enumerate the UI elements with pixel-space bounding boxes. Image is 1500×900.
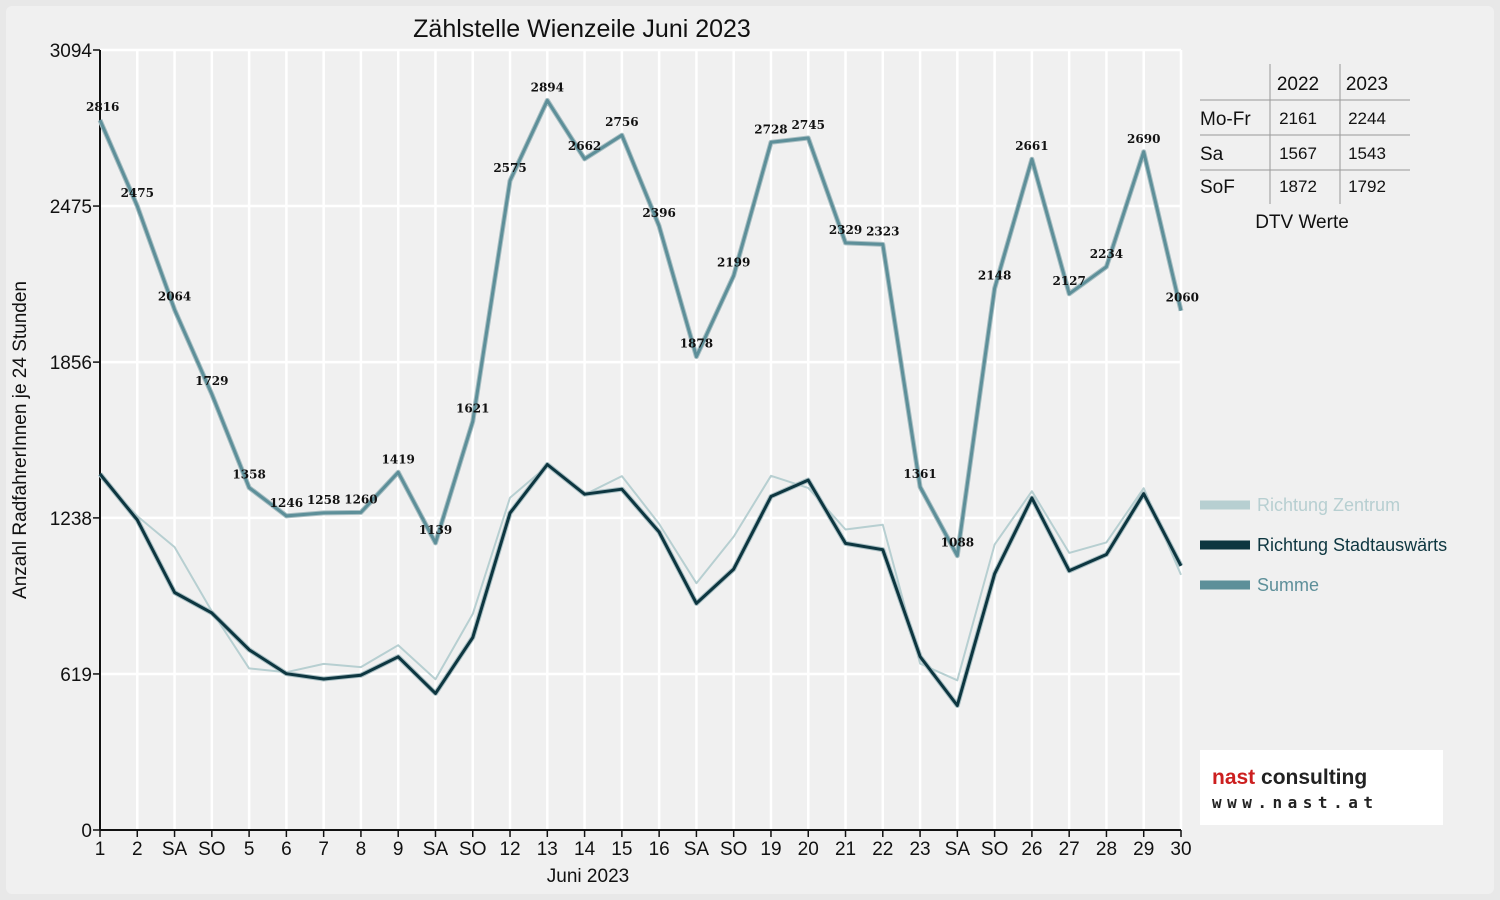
x-tick-label: 2: [132, 839, 143, 860]
x-tick-label: 27: [1059, 839, 1080, 860]
x-tick-label: SO: [720, 839, 747, 860]
legend-label: Summe: [1257, 575, 1319, 595]
data-label: 2064: [158, 290, 191, 304]
x-tick-label: 6: [281, 839, 292, 860]
data-label: 1361: [903, 467, 936, 481]
table-cell: 2244: [1348, 109, 1386, 128]
data-label: 1258: [307, 493, 340, 507]
x-tick-label: 19: [760, 839, 781, 860]
y-tick-labels: 0 619 1238 1856 2475 3094: [50, 41, 93, 842]
x-tick-label: 16: [649, 839, 670, 860]
data-label: 2661: [1015, 139, 1048, 153]
data-label: 2728: [754, 122, 787, 136]
data-label: 2690: [1127, 132, 1160, 146]
data-label: 2323: [866, 224, 899, 238]
data-label: 2127: [1052, 274, 1085, 288]
table-row-label: SoF: [1200, 177, 1235, 198]
data-label: 1246: [270, 496, 303, 510]
table-cell: 2161: [1279, 109, 1317, 128]
x-tick-label: SO: [459, 839, 486, 860]
series-line-richtung-stadtausw-rts: [98, 463, 1183, 707]
x-tick-label: 8: [356, 839, 367, 860]
table-header-2023: 2023: [1346, 74, 1388, 95]
x-tick-label: SO: [198, 839, 225, 860]
table-row-label: Sa: [1200, 144, 1224, 165]
y-axis-title: Anzahl RadfahrerInnen je 24 Stunden: [10, 281, 31, 599]
table-header-2022: 2022: [1277, 74, 1319, 95]
x-tick-label: SA: [684, 839, 710, 860]
table-cell: 1872: [1279, 177, 1317, 196]
chart-frame: 0 619 1238 1856 2475 3094 1 2 SA SO 5 6 7 8 9 SA SO 12 13…: [6, 6, 1494, 894]
data-label: 1260: [344, 492, 377, 506]
logo-text: nast consulting: [1212, 766, 1367, 789]
y-tick-label: 3094: [50, 41, 93, 62]
table-caption: DTV Werte: [1255, 212, 1349, 233]
y-tick-label: 1238: [50, 509, 92, 530]
data-label: 2745: [792, 118, 825, 132]
x-tick-label: 14: [574, 839, 596, 860]
x-tick-label: 7: [318, 839, 329, 860]
data-label: 2148: [978, 268, 1011, 282]
data-label: 2329: [829, 223, 862, 237]
data-label: 2396: [642, 206, 675, 220]
x-tick-label: 15: [611, 839, 632, 860]
table-cell: 1567: [1279, 144, 1317, 163]
logo-url: www.nast.at: [1212, 793, 1378, 812]
x-tick-label: SA: [423, 839, 449, 860]
legend-label: Richtung Zentrum: [1257, 495, 1400, 515]
table-cell: 1543: [1348, 144, 1386, 163]
x-tick-label: 1: [95, 839, 106, 860]
x-tick-label: 26: [1021, 839, 1042, 860]
data-label: 2234: [1090, 247, 1123, 261]
x-tick-label: 30: [1170, 839, 1191, 860]
legend-label: Richtung Stadtauswärts: [1257, 535, 1447, 555]
x-tick-label: 13: [537, 839, 558, 860]
x-tick-label: 12: [499, 839, 520, 860]
x-tick-label: 9: [393, 839, 404, 860]
x-tick-label: SO: [981, 839, 1008, 860]
data-label: 2575: [493, 161, 526, 175]
x-tick-labels: 1 2 SA SO 5 6 7 8 9 SA SO 12 13 14 15 16 SA SO 19 20 21 22 23 S…: [95, 839, 1192, 860]
x-tick-label: 21: [835, 839, 856, 860]
x-tick-label: 28: [1096, 839, 1117, 860]
y-tick-label: 619: [60, 665, 92, 686]
data-label: 2662: [568, 139, 601, 153]
data-label: 1621: [456, 401, 489, 415]
data-label: 2816: [86, 100, 119, 114]
dtv-table: 2022 2023 Mo-Fr 2161 2244 Sa 1567 1543 S…: [1200, 64, 1410, 233]
x-tick-label: 29: [1133, 839, 1154, 860]
y-tick-label: 2475: [50, 197, 92, 218]
y-tick-label: 1856: [50, 353, 92, 374]
data-label: 1729: [195, 374, 228, 388]
x-tick-label: 20: [798, 839, 819, 860]
axes: [93, 49, 1182, 837]
x-axis-title: Juni 2023: [547, 866, 629, 887]
x-tick-label: 23: [909, 839, 930, 860]
data-label: 2894: [531, 80, 564, 94]
data-label: 2756: [605, 115, 638, 129]
data-label: 1419: [382, 452, 415, 466]
table-row-label: Mo-Fr: [1200, 109, 1251, 130]
x-tick-label: 5: [244, 839, 255, 860]
legend: Richtung Zentrum Richtung Stadtauswärts Su…: [1200, 495, 1447, 595]
data-label: 1139: [419, 523, 452, 537]
plot-area: [100, 50, 1181, 830]
x-tick-label: SA: [945, 839, 971, 860]
data-labels: 2816 2475 2064 1729 1358 1246 1258 1260 1419 1139…: [86, 80, 1199, 549]
data-label: 1088: [941, 536, 974, 550]
data-label: 1878: [680, 337, 713, 351]
data-label: 2060: [1166, 291, 1199, 305]
series-line-summe: [98, 98, 1183, 558]
nast-logo: nast consulting www.nast.at: [1200, 750, 1443, 825]
x-tick-label: SA: [162, 839, 188, 860]
data-label: 2199: [717, 256, 750, 270]
data-label: 2475: [121, 186, 154, 200]
data-label: 1358: [232, 468, 265, 482]
chart-title: Zählstelle Wienzeile Juni 2023: [413, 15, 751, 43]
x-tick-label: 22: [872, 839, 893, 860]
y-tick-label: 0: [81, 821, 92, 842]
series-lines: [97, 97, 1184, 708]
table-cell: 1792: [1348, 177, 1386, 196]
